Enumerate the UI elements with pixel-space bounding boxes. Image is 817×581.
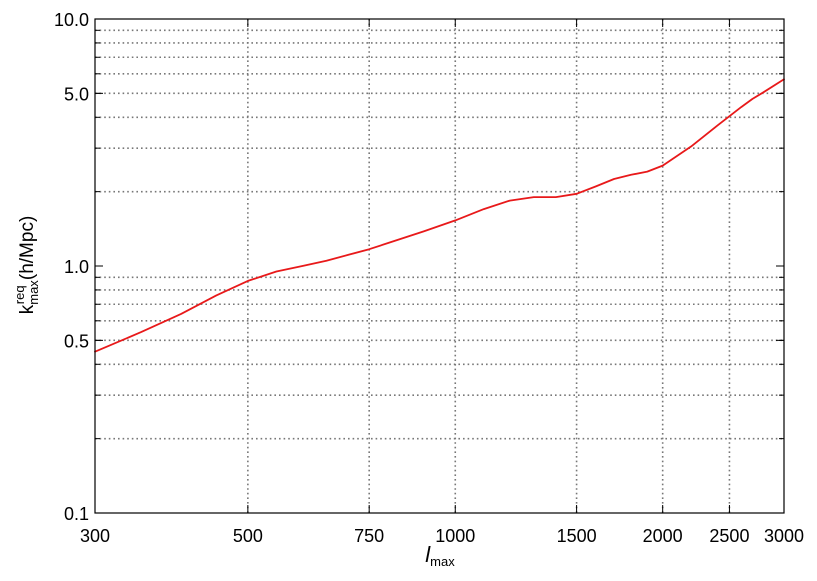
y-axis-title-main: k bbox=[17, 304, 38, 314]
x-tick-label: 2500 bbox=[709, 526, 749, 546]
y-tick-label: 0.1 bbox=[64, 504, 89, 524]
series-layer bbox=[94, 78, 785, 353]
x-tick-label: 2000 bbox=[643, 526, 683, 546]
grid-layer bbox=[95, 19, 784, 513]
x-axis-title-main: l bbox=[425, 542, 431, 567]
x-tick-label: 1000 bbox=[435, 526, 475, 546]
x-tick-label: 500 bbox=[233, 526, 263, 546]
y-tick-label: 10.0 bbox=[54, 10, 89, 30]
tick-label-layer: 300 500 750 1000 1500 2000 2500 3000 0.1 0.5 1.0 5.… bbox=[54, 10, 804, 546]
y-axis-title-sup: req bbox=[12, 285, 27, 304]
x-axis-title: lmax bbox=[425, 542, 455, 569]
y-tick-label: 5.0 bbox=[64, 84, 89, 104]
y-axis-title: kmaxreq (h/Mpc) bbox=[12, 216, 41, 315]
y-tick-label: 1.0 bbox=[64, 257, 89, 277]
series-line bbox=[94, 78, 785, 353]
x-tick-label: 750 bbox=[354, 526, 384, 546]
x-tick-label: 3000 bbox=[764, 526, 804, 546]
plot-frame bbox=[94, 18, 785, 514]
x-axis-title-sub: max bbox=[430, 554, 455, 569]
x-tick-label: 1500 bbox=[557, 526, 597, 546]
x-tick-label: 300 bbox=[80, 526, 110, 546]
y-axis-title-sub: max bbox=[26, 280, 41, 305]
y-axis-title-rest: (h/Mpc) bbox=[17, 216, 38, 286]
y-tick-label: 0.5 bbox=[64, 331, 89, 351]
